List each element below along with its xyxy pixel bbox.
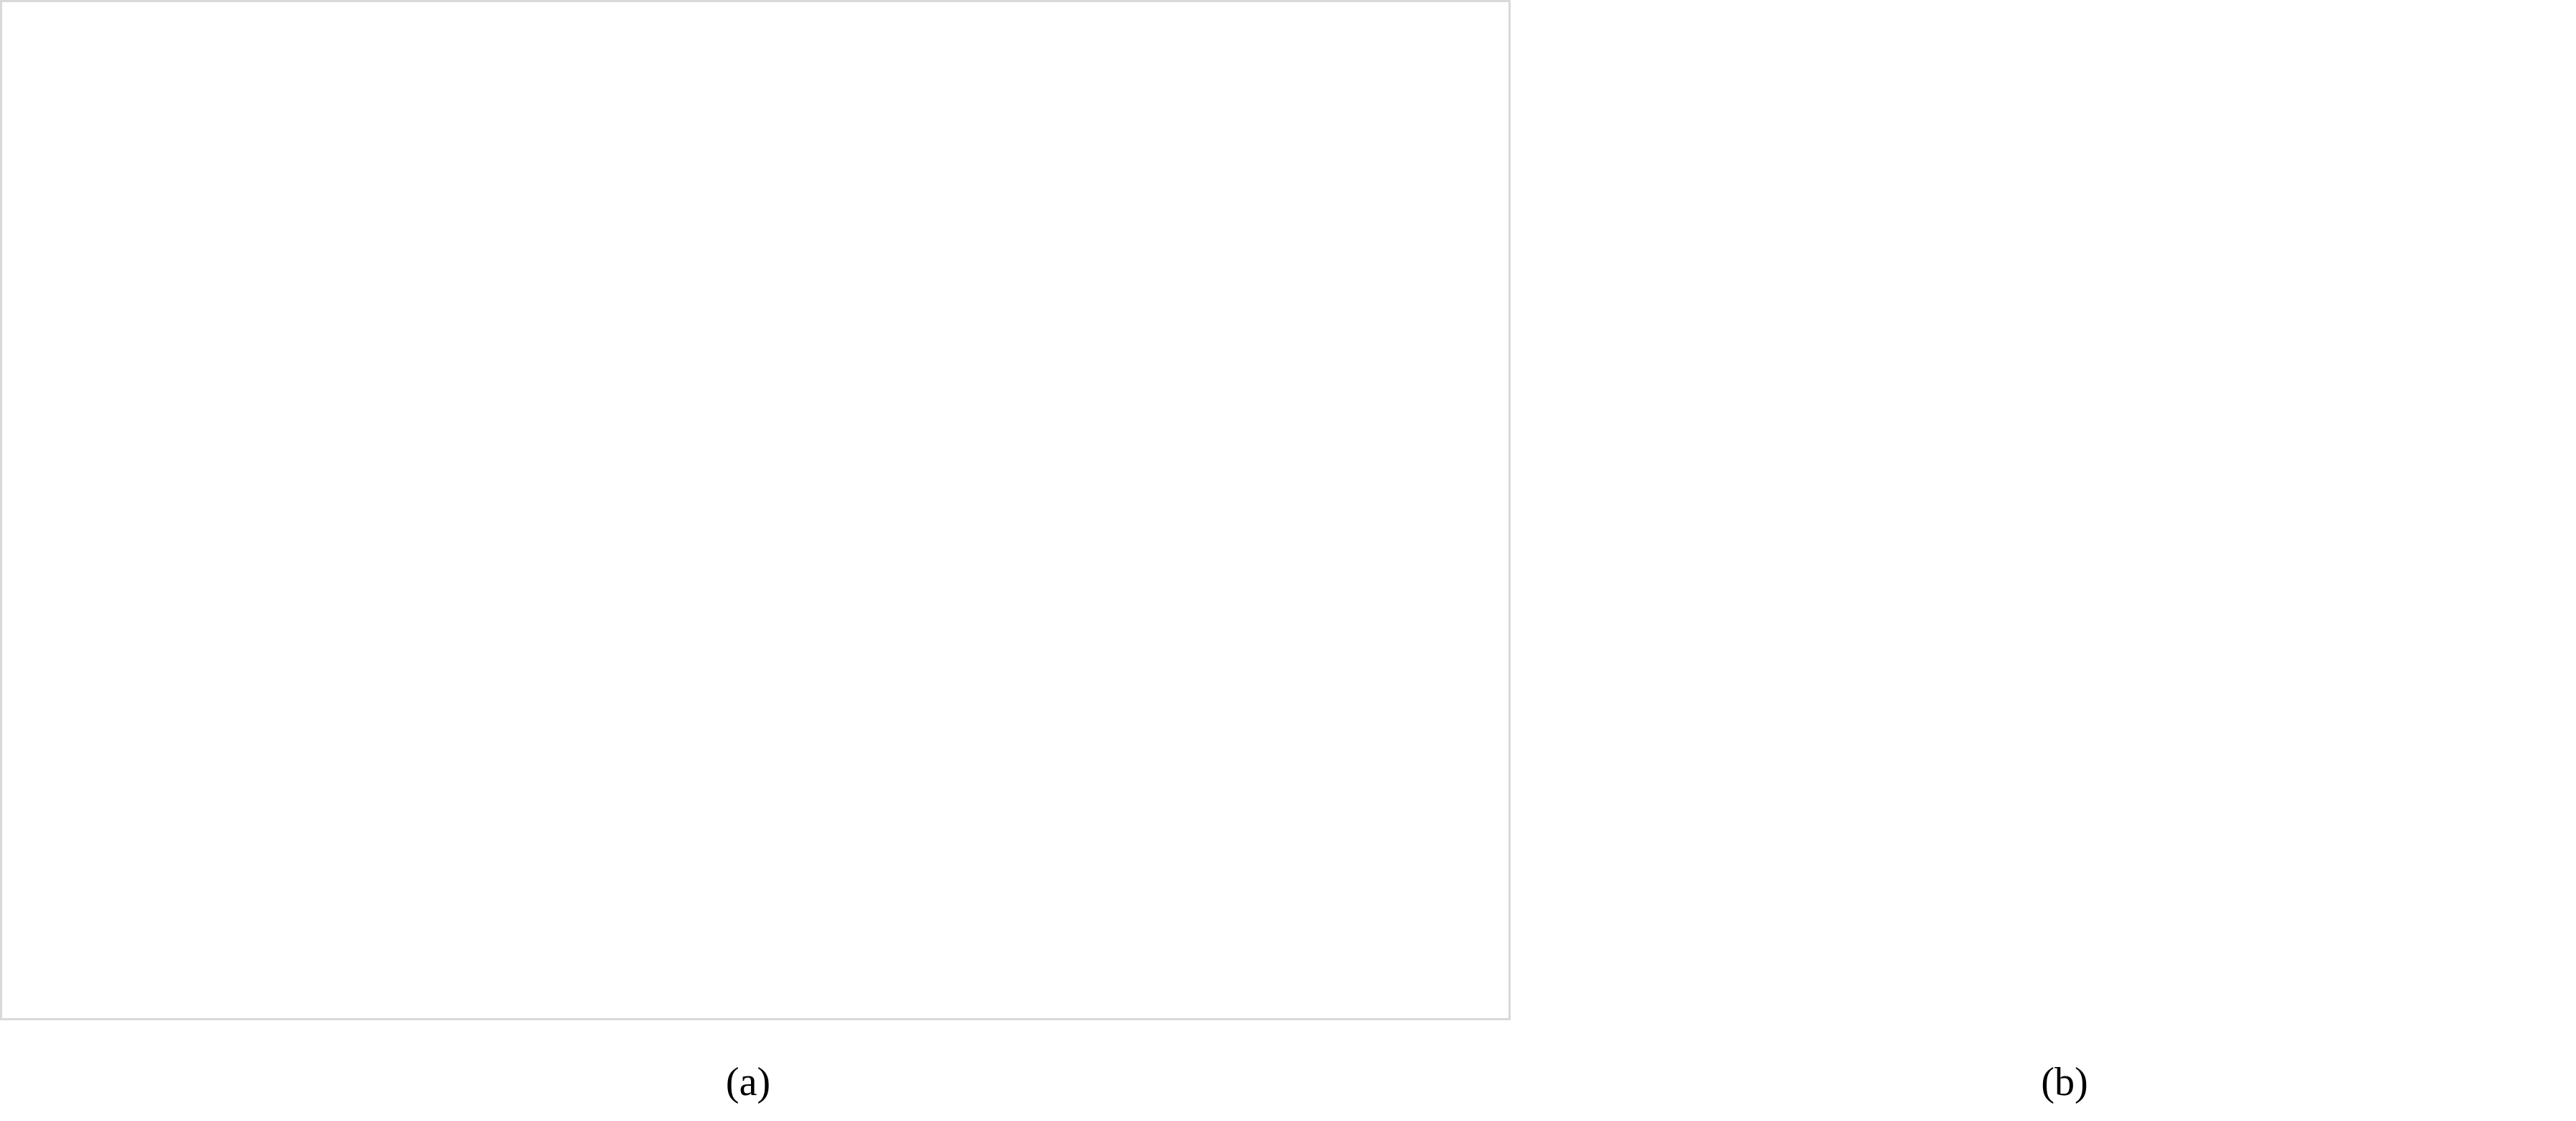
panel-a-frame	[0, 0, 1511, 1020]
panel-b-label: (b)	[2041, 1060, 2088, 1104]
panel-b-frame	[1511, 0, 2576, 1020]
panel-a-label: (a)	[726, 1060, 770, 1104]
